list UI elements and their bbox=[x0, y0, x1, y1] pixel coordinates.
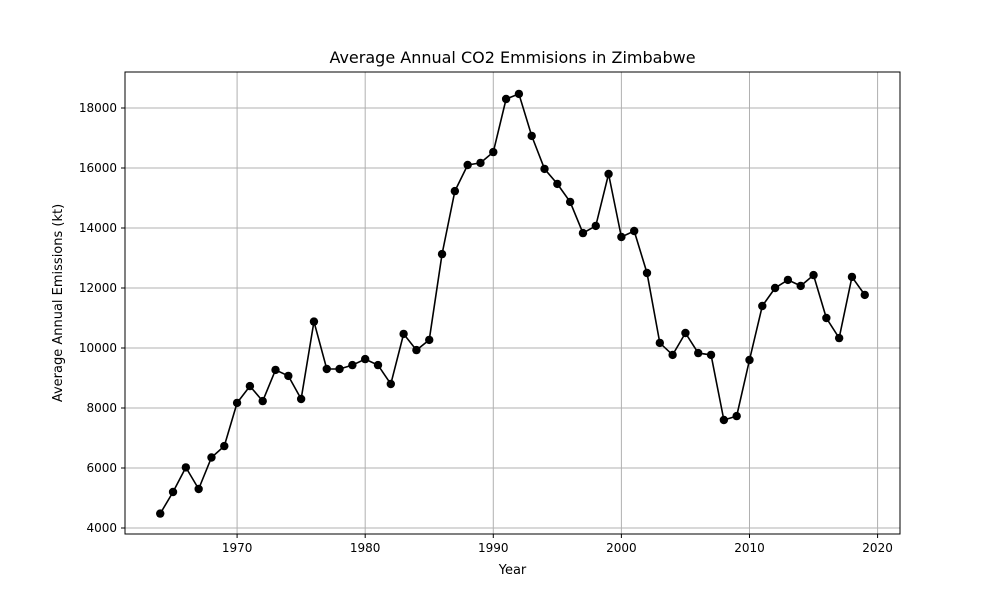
data-point bbox=[527, 131, 536, 141]
data-point bbox=[770, 283, 780, 293]
data-point bbox=[719, 415, 729, 425]
data-point bbox=[642, 268, 652, 278]
data-point bbox=[668, 350, 677, 360]
y-tick-label: 12000 bbox=[79, 281, 117, 295]
data-point bbox=[809, 270, 818, 280]
data-point bbox=[220, 441, 229, 451]
data-point bbox=[540, 164, 549, 174]
data-point bbox=[245, 381, 255, 391]
data-point bbox=[732, 411, 741, 421]
y-tick-label: 4000 bbox=[86, 521, 117, 535]
y-tick-label: 16000 bbox=[79, 161, 117, 175]
data-point bbox=[501, 94, 511, 104]
data-point bbox=[796, 281, 805, 291]
data-point bbox=[489, 147, 498, 157]
data-point bbox=[822, 313, 831, 323]
data-point bbox=[181, 463, 191, 472]
data-point bbox=[450, 186, 460, 196]
data-point bbox=[373, 360, 383, 370]
data-point bbox=[783, 275, 793, 285]
x-tick-label: 2020 bbox=[862, 541, 893, 555]
data-point bbox=[565, 197, 575, 207]
y-tick-label: 14000 bbox=[79, 221, 117, 235]
grid-lines bbox=[125, 72, 900, 534]
data-point bbox=[681, 328, 690, 338]
data-point bbox=[745, 355, 754, 365]
data-point bbox=[758, 301, 767, 311]
data-point bbox=[335, 364, 344, 374]
data-point bbox=[284, 371, 293, 381]
data-point bbox=[706, 350, 716, 360]
data-point bbox=[860, 290, 869, 300]
data-point bbox=[296, 394, 306, 404]
data-point bbox=[476, 158, 485, 168]
data-point bbox=[360, 354, 370, 364]
x-axis-label: Year bbox=[498, 563, 527, 578]
y-tick-label: 18000 bbox=[79, 101, 117, 115]
data-point bbox=[386, 379, 396, 389]
data-point bbox=[309, 317, 319, 326]
y-tick-label: 10000 bbox=[79, 341, 117, 355]
data-point bbox=[655, 338, 665, 348]
plot-frame bbox=[124, 71, 901, 535]
x-tick-label: 1970 bbox=[222, 541, 253, 555]
data-point bbox=[412, 345, 421, 355]
data-point bbox=[617, 232, 626, 242]
data-point bbox=[232, 398, 242, 408]
data-point bbox=[348, 360, 357, 370]
data-point bbox=[604, 169, 613, 179]
axis-ticks: 1970 1980 1990 2000 2010 2020 4000 6000 8000 1000… bbox=[79, 101, 893, 555]
data-point bbox=[834, 333, 844, 343]
series-emissions bbox=[156, 89, 869, 518]
x-tick-label: 1980 bbox=[350, 541, 381, 555]
x-tick-label: 2000 bbox=[606, 541, 637, 555]
data-point bbox=[322, 364, 331, 374]
data-point bbox=[629, 226, 639, 236]
chart-title: Average Annual CO2 Emmisions in Zimbabwe bbox=[329, 48, 695, 67]
data-point bbox=[194, 484, 203, 494]
data-point bbox=[168, 487, 178, 497]
data-point bbox=[425, 335, 434, 345]
data-point bbox=[847, 272, 857, 282]
data-point bbox=[437, 249, 447, 259]
y-tick-label: 6000 bbox=[86, 461, 117, 475]
data-point bbox=[591, 221, 600, 231]
data-point bbox=[271, 365, 280, 375]
data-point bbox=[399, 329, 408, 339]
y-tick-label: 8000 bbox=[86, 401, 117, 415]
data-point bbox=[156, 509, 165, 518]
data-point bbox=[553, 179, 562, 189]
data-point bbox=[694, 348, 703, 358]
data-point bbox=[207, 453, 216, 462]
data-point bbox=[258, 396, 267, 406]
data-point bbox=[514, 89, 524, 99]
x-tick-label: 2010 bbox=[734, 541, 765, 555]
data-point bbox=[463, 160, 472, 170]
data-point bbox=[578, 228, 588, 238]
y-axis-label: Average Annual Emissions (kt) bbox=[51, 204, 66, 402]
x-tick-label: 1990 bbox=[478, 541, 509, 555]
